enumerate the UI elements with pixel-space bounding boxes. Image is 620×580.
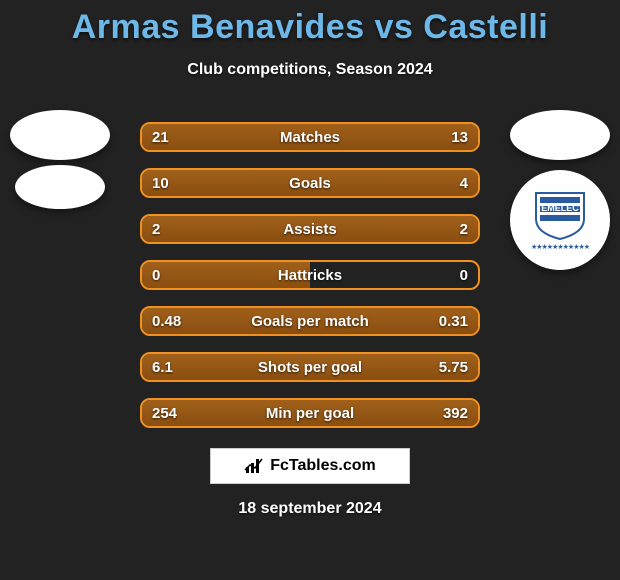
stat-row: 0.480.31Goals per match — [140, 306, 480, 336]
page-subtitle: Club competitions, Season 2024 — [0, 61, 620, 79]
player1-logo-2 — [15, 165, 105, 209]
stat-label: Goals per match — [142, 308, 478, 334]
stat-row: 00Hattricks — [140, 260, 480, 290]
page-title: Armas Benavides vs Castelli — [0, 0, 620, 47]
stat-label: Shots per goal — [142, 354, 478, 380]
chart-icon — [244, 457, 266, 475]
player1-logo-1 — [10, 110, 110, 160]
emelec-shield-icon: EMELEC — [532, 189, 588, 241]
stat-label: Matches — [142, 124, 478, 150]
stat-row: 254392Min per goal — [140, 398, 480, 428]
stat-row: 22Assists — [140, 214, 480, 244]
stat-label: Assists — [142, 216, 478, 242]
watermark-text: FcTables.com — [270, 457, 376, 475]
player2-logo-2: EMELEC ★★★★★★★★★★★ — [510, 170, 610, 270]
date-text: 18 september 2024 — [0, 500, 620, 518]
stat-label: Goals — [142, 170, 478, 196]
svg-text:EMELEC: EMELEC — [541, 203, 579, 213]
stat-label: Min per goal — [142, 400, 478, 426]
stat-row: 2113Matches — [140, 122, 480, 152]
stat-label: Hattricks — [142, 262, 478, 288]
stat-row: 104Goals — [140, 168, 480, 198]
stat-row: 6.15.75Shots per goal — [140, 352, 480, 382]
emelec-stars-icon: ★★★★★★★★★★★ — [531, 243, 589, 251]
watermark: FcTables.com — [210, 448, 410, 484]
player2-logo-1 — [510, 110, 610, 160]
stats-bars: 2113Matches 104Goals 22Assists 00Hattricks 0… — [140, 122, 480, 444]
